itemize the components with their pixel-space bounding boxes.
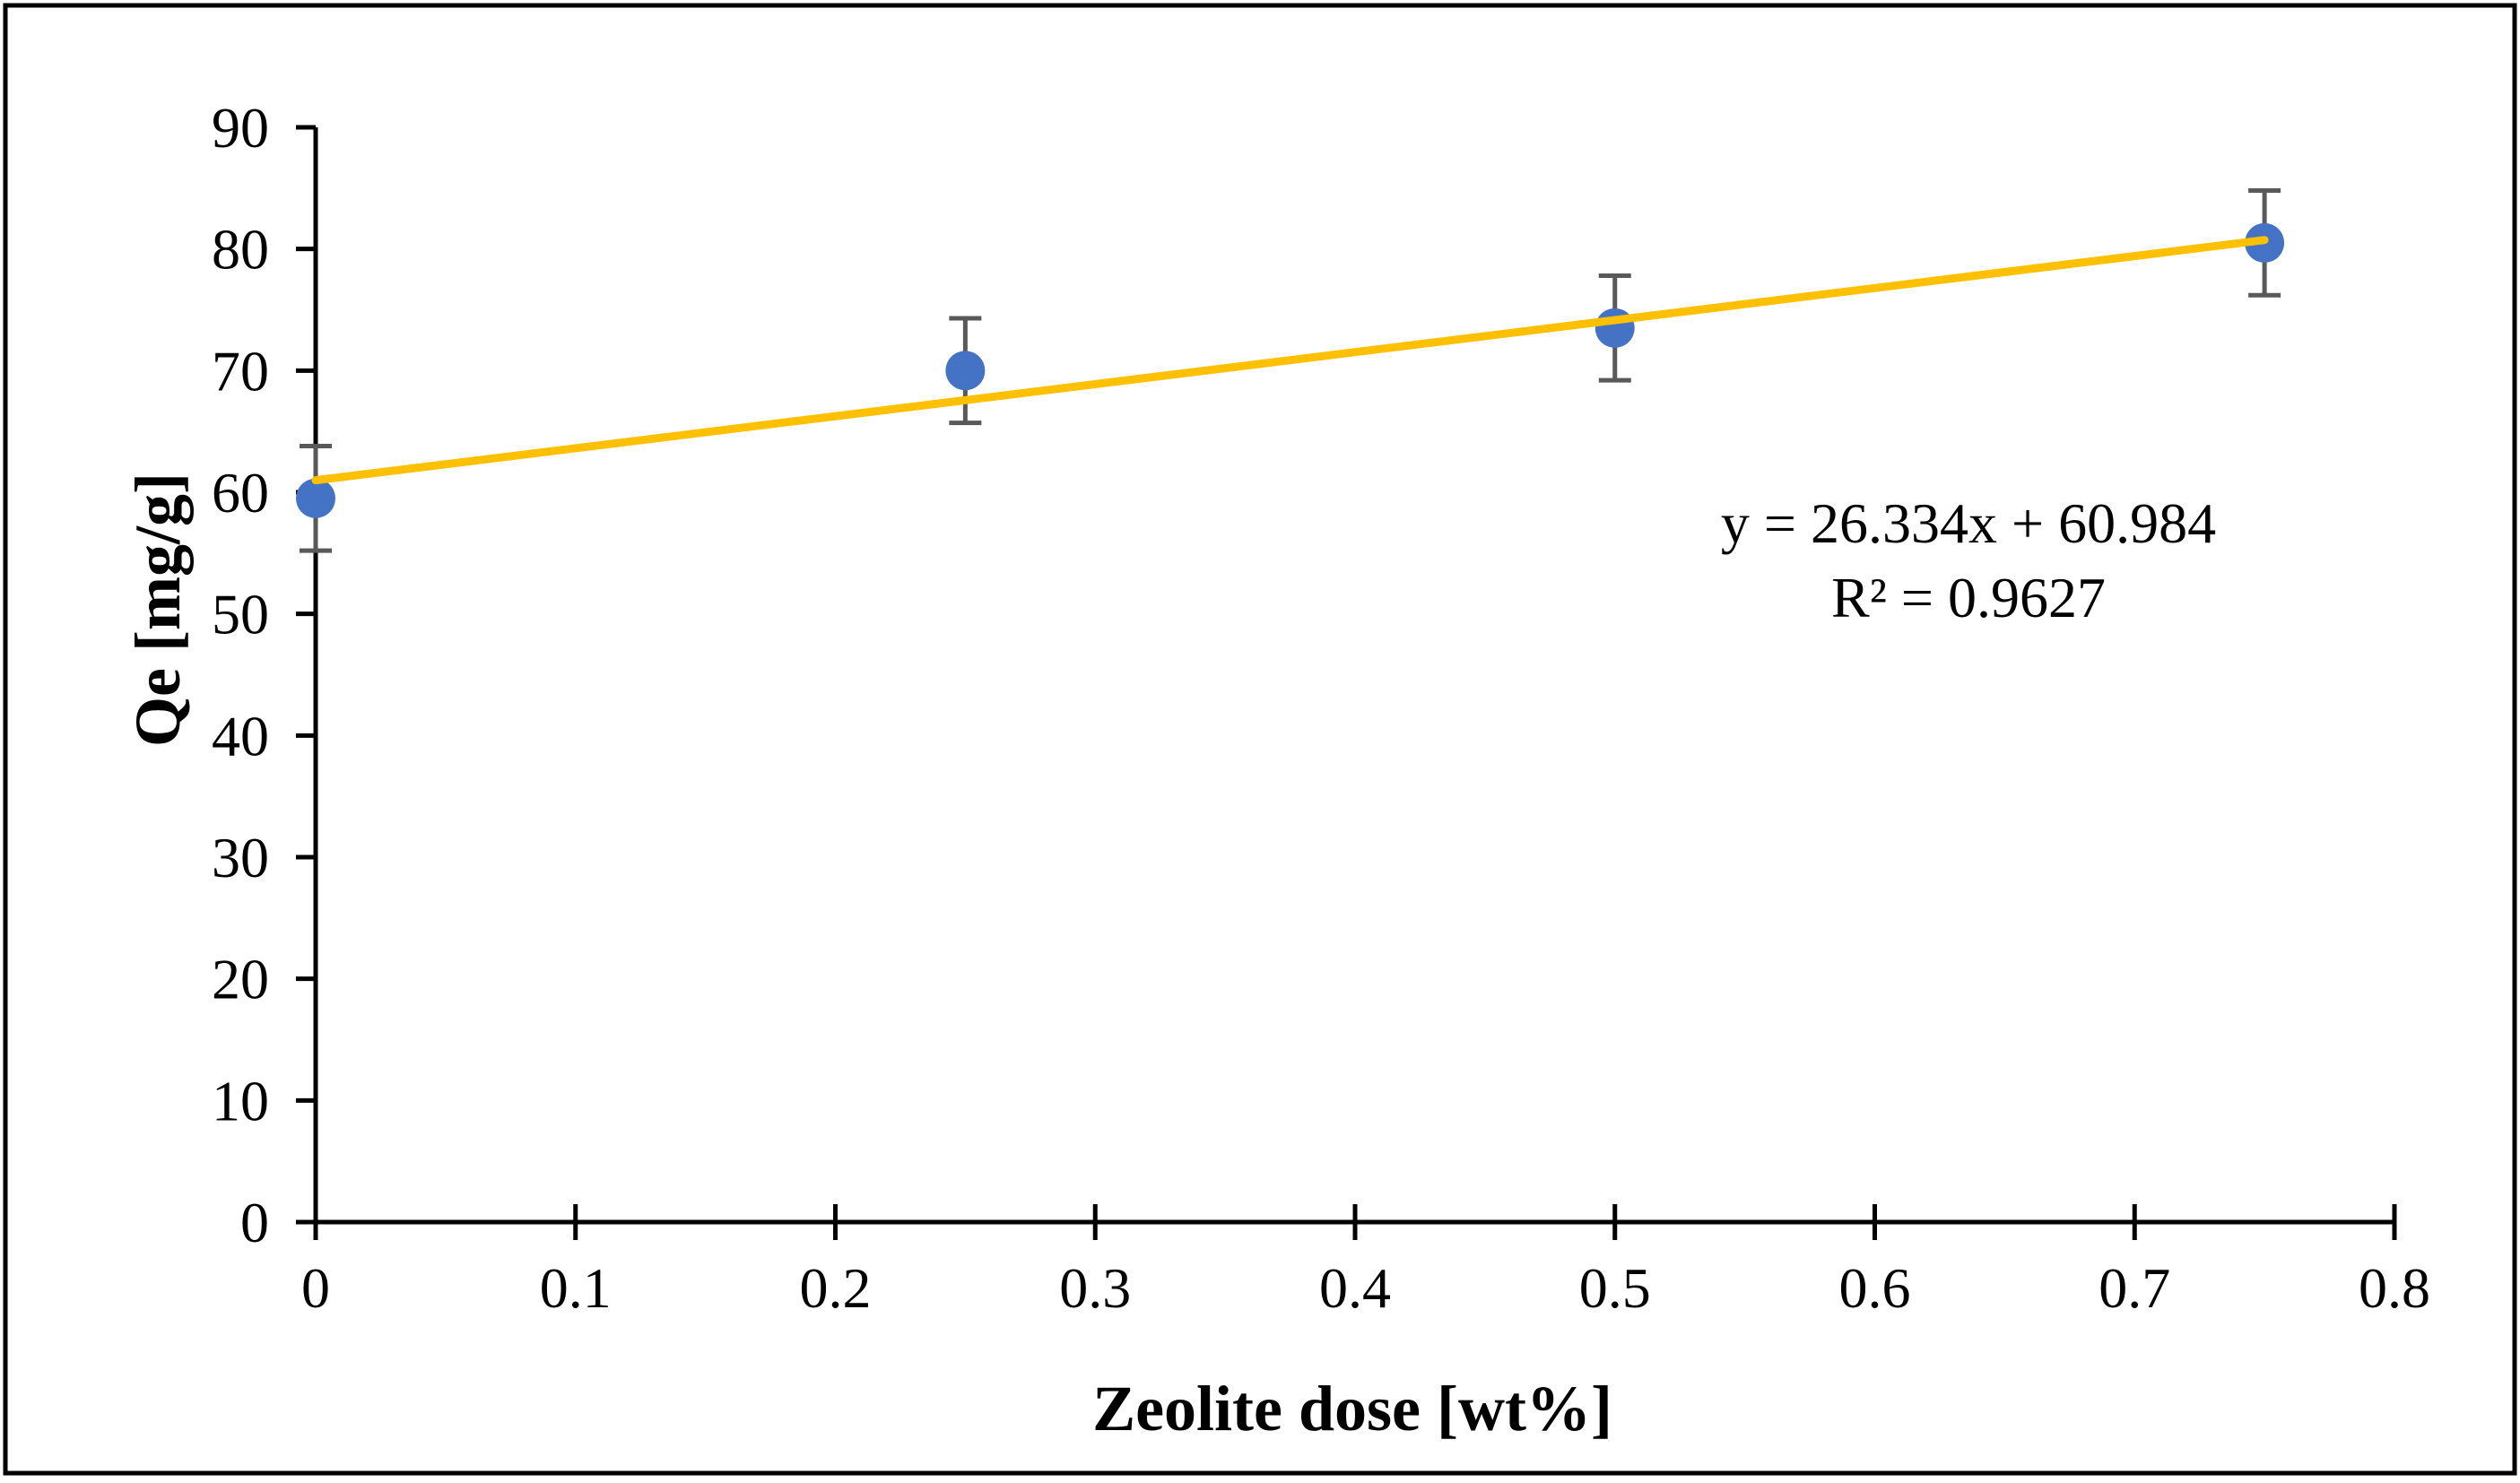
chart-border [3, 3, 2517, 1476]
data-point [945, 351, 986, 391]
trendline-r-squared: R² = 0.9627 [1831, 566, 2106, 629]
x-tick-label: 0.4 [1319, 1256, 1391, 1320]
trendline [311, 236, 2269, 485]
y-tick-label: 40 [212, 704, 269, 768]
data-point [1595, 308, 1635, 348]
y-axis-title: Qe [mg/g] [122, 473, 194, 747]
data-points [296, 222, 2285, 518]
data-point [296, 478, 335, 518]
y-tick-label: 10 [212, 1069, 269, 1132]
x-tick-label: 0.8 [2359, 1256, 2430, 1320]
x-tick-label: 0.3 [1059, 1256, 1131, 1320]
y-tick-label: 30 [212, 826, 269, 889]
y-tick-label: 0 [240, 1191, 269, 1254]
x-tick-label: 0.6 [1839, 1256, 1911, 1320]
y-tick-label: 70 [212, 339, 269, 403]
x-tick-label: 0.1 [540, 1256, 612, 1320]
trendline-equation: y = 26.334x + 60.984 [1721, 491, 2216, 555]
y-tick-label: 50 [212, 583, 269, 646]
y-tick-label: 60 [212, 461, 269, 525]
y-tick-label: 90 [212, 96, 269, 160]
x-tick-label: 0.5 [1579, 1256, 1651, 1320]
x-axis-title: Zeolite dose [wt%] [1092, 1373, 1612, 1444]
y-tick-label: 20 [212, 948, 269, 1011]
y-tick-label: 80 [212, 218, 269, 282]
x-tick-label: 0.2 [800, 1256, 872, 1320]
x-tick-label: 0.7 [2099, 1256, 2170, 1320]
x-tick-label: 0 [301, 1256, 330, 1320]
